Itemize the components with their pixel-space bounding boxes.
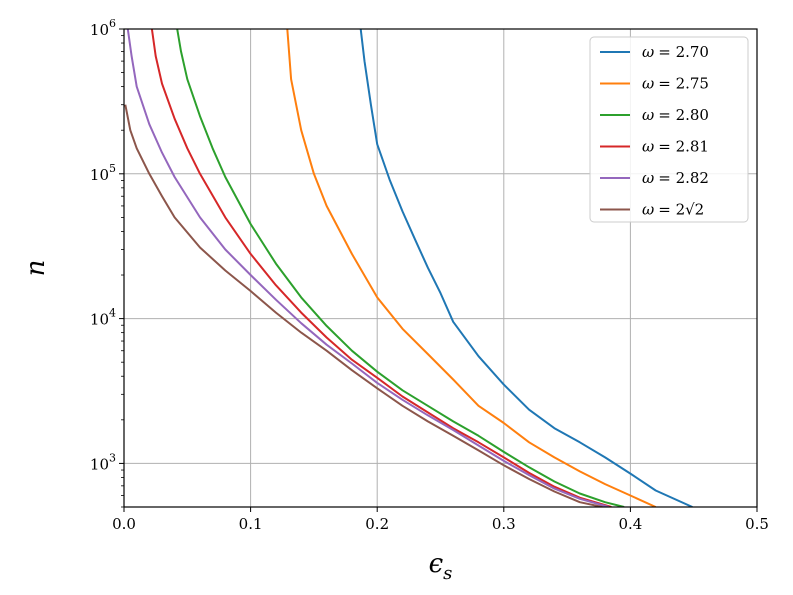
series-line [286, 29, 657, 507]
plot-frame [123, 28, 758, 508]
y-axis-ticks: 103 104 105 106 [90, 17, 124, 508]
series-line [176, 29, 625, 507]
legend-box [589, 36, 749, 223]
legend-entry: ω = 2.82 [642, 169, 709, 187]
x-tick-label: 0.4 [618, 515, 642, 533]
y-tick-label: 106 [90, 17, 116, 39]
y-tick-label: 103 [90, 451, 116, 473]
y-tick-label: 104 [90, 307, 116, 329]
series-line [124, 104, 603, 507]
x-tick-label: 0.1 [239, 515, 263, 533]
series-lines [124, 29, 693, 507]
x-tick-label: 0.0 [112, 515, 136, 533]
series-line [126, 29, 610, 507]
x-tick-label: 0.2 [365, 515, 389, 533]
x-tick-label: 0.5 [745, 515, 769, 533]
legend-entry: ω = 2.75 [642, 75, 709, 93]
y-axis-label: n [21, 260, 51, 277]
y-tick-label: 105 [90, 162, 116, 184]
legend-entry: ω = 2√2 [642, 201, 704, 219]
series-line [359, 29, 693, 507]
legend: ω = 2.70 ω = 2.75 ω = 2.80 ω = 2.81 ω = 2.82 ω = 2√… [589, 36, 749, 223]
legend-entry: ω = 2.81 [642, 138, 709, 156]
legend-entry: ω = 2.70 [642, 43, 709, 61]
x-tick-label: 0.3 [492, 515, 516, 533]
x-axis-label: ϵs [429, 549, 453, 584]
x-axis-ticks: 0.0 0.1 0.2 0.3 0.4 0.5 [112, 507, 769, 533]
series-line [150, 29, 612, 507]
legend-entry: ω = 2.80 [642, 106, 709, 124]
